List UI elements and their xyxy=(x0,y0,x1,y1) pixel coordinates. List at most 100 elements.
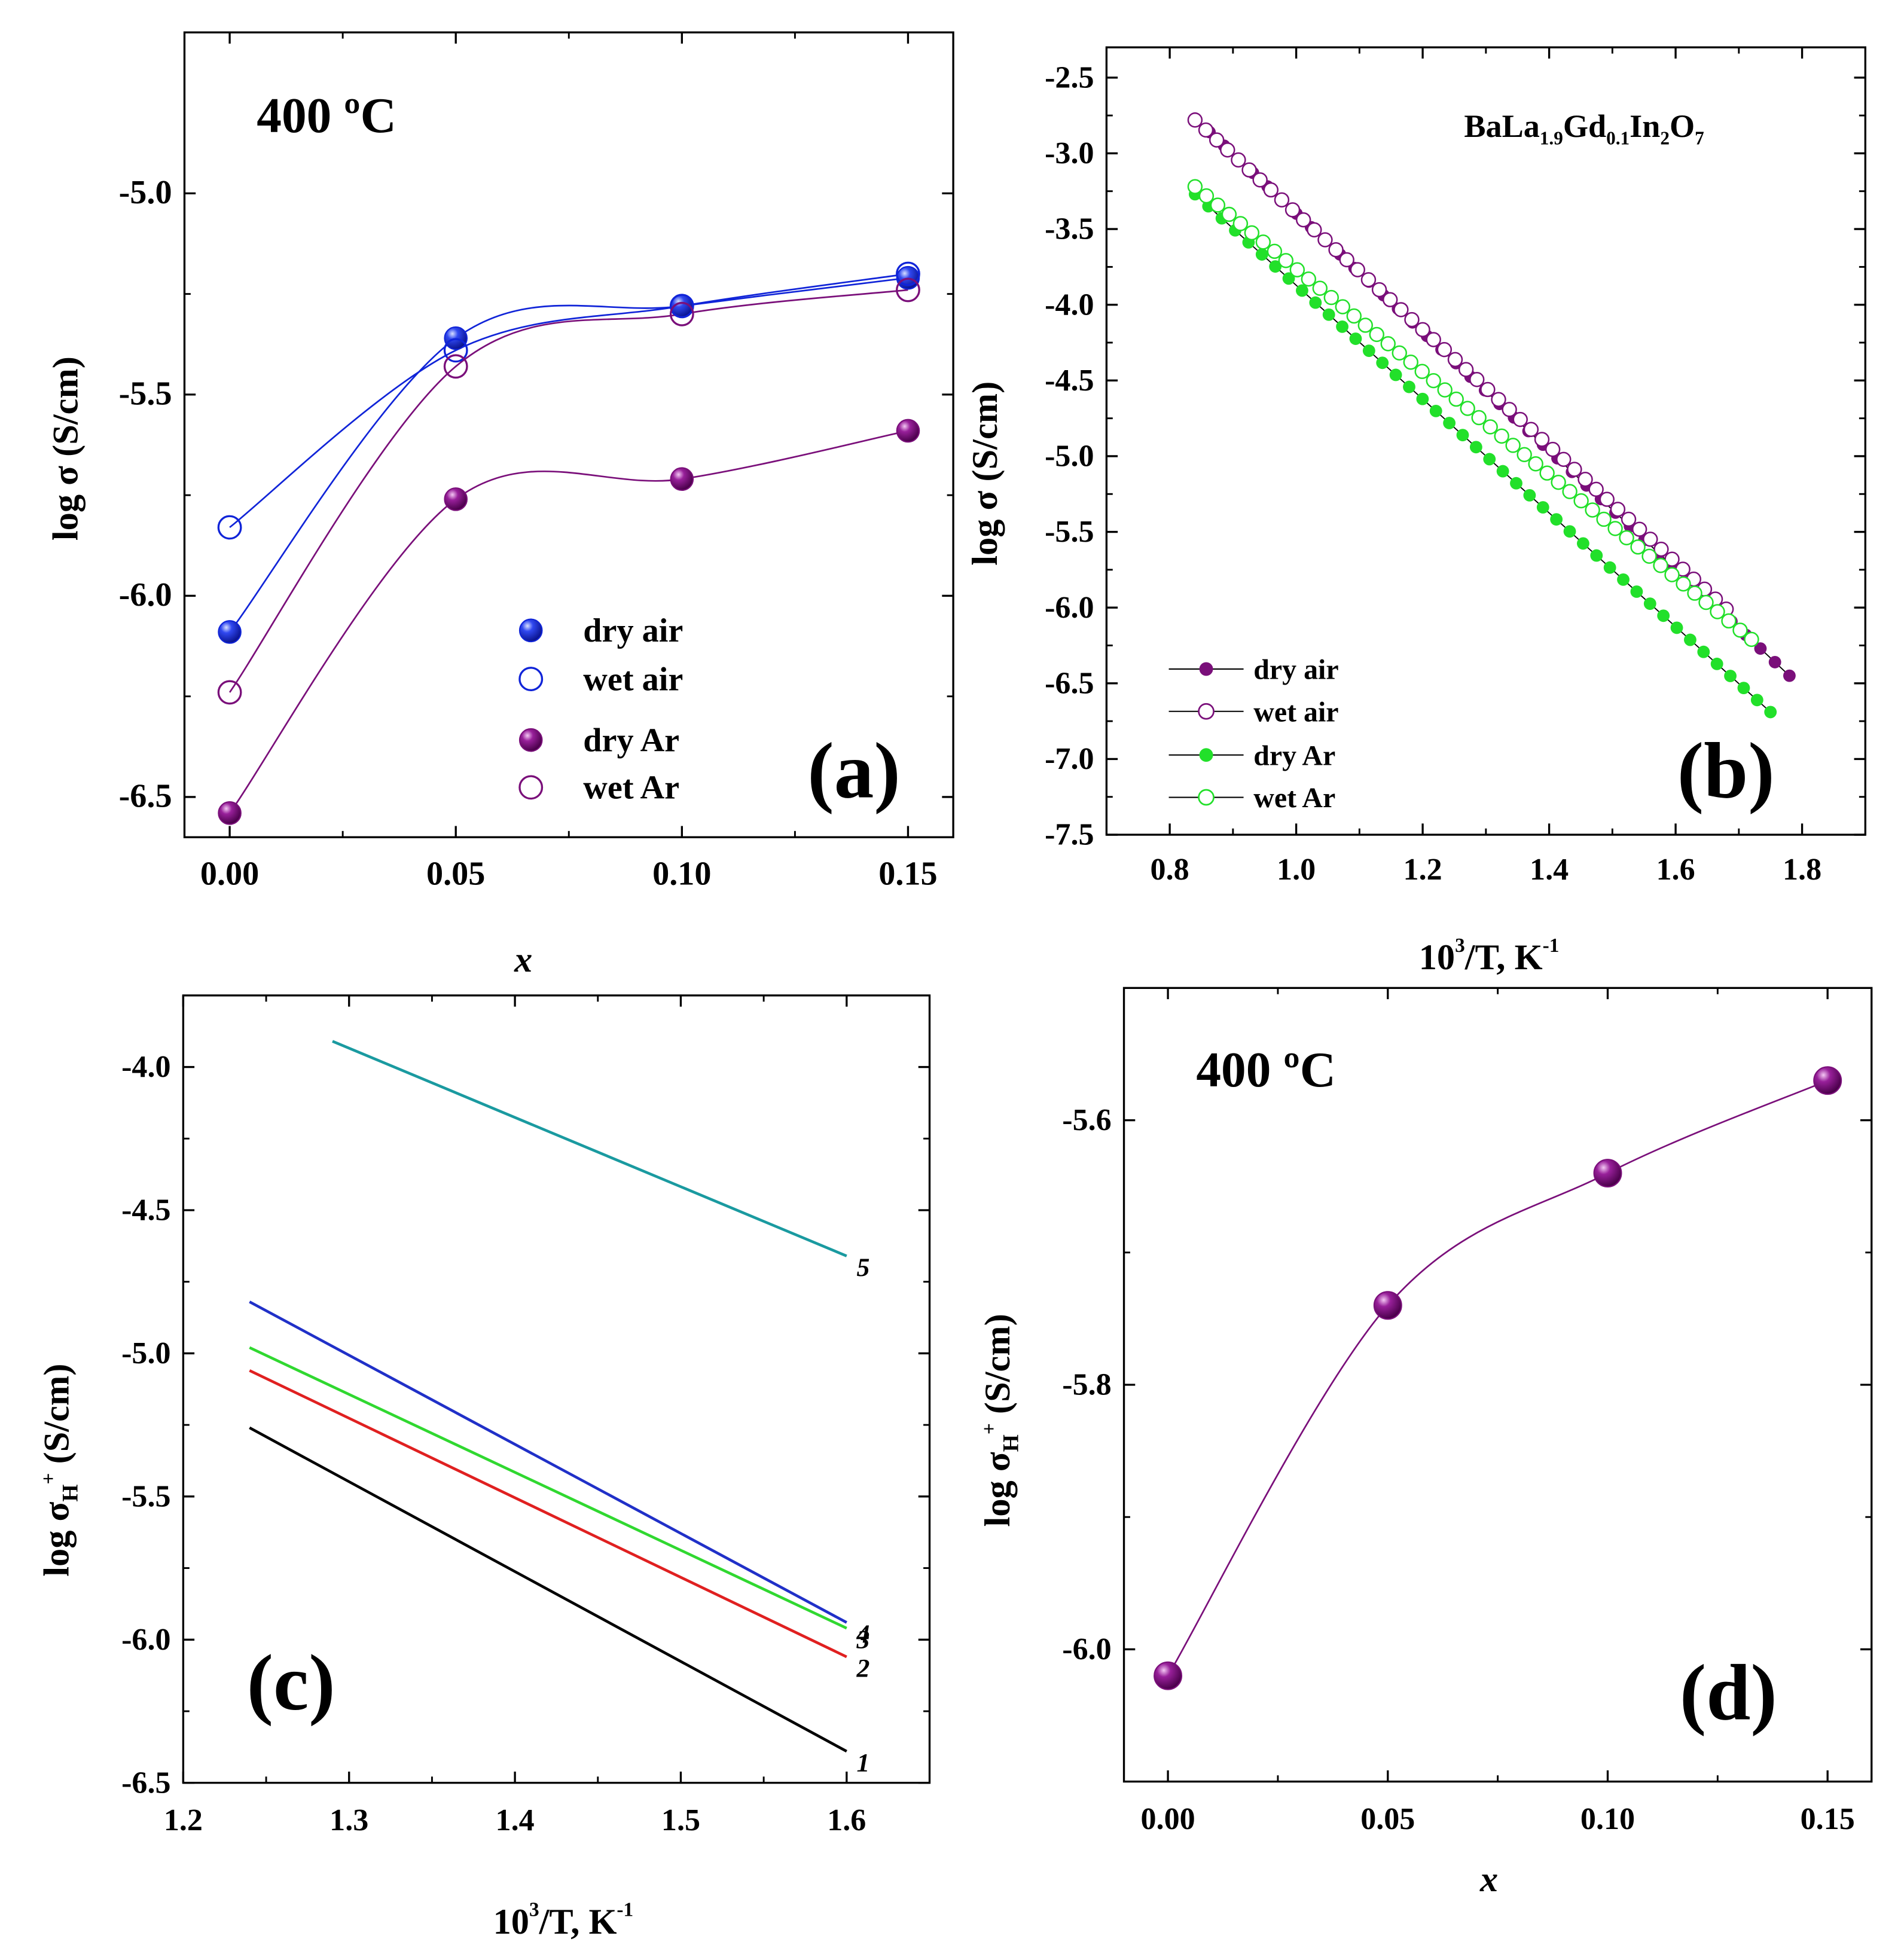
data-point xyxy=(1630,539,1646,555)
data-point xyxy=(1369,326,1384,343)
chart-panel-c: 1.2 1.3 1.4 1.5 1.6 -6.5 -6.0 -5.5 -5.0 -4.5 -4.0 1… xyxy=(37,994,931,1942)
y-tick-label: -6.0 xyxy=(1062,1632,1111,1666)
data-point xyxy=(1312,280,1328,296)
data-point xyxy=(1380,336,1396,352)
formula-part: BaLa xyxy=(1464,108,1539,144)
data-point xyxy=(1323,289,1339,306)
data-point xyxy=(1231,152,1246,168)
data-point xyxy=(1373,1291,1402,1320)
data-point xyxy=(1267,243,1283,259)
data-point xyxy=(1480,381,1496,398)
data-point xyxy=(1244,225,1260,241)
data-point xyxy=(1296,284,1308,297)
data-point xyxy=(1510,477,1522,490)
data-point xyxy=(1523,488,1536,502)
formula-part: In xyxy=(1630,108,1660,144)
y-tick-label: -6.5 xyxy=(1045,666,1094,700)
data-point xyxy=(1429,404,1442,417)
x-axis-label: 103/T, K-1 xyxy=(1419,935,1560,978)
temperature-annotation: 400 ºC xyxy=(257,88,396,143)
y-tick-label: -4.5 xyxy=(1045,364,1094,398)
series-line-2 xyxy=(1194,194,1771,713)
data-point xyxy=(1643,532,1658,547)
x-label-sup: -1 xyxy=(1543,935,1560,957)
data-point xyxy=(444,487,468,511)
data-point xyxy=(1436,341,1453,358)
y-label-part: log σ xyxy=(37,1502,77,1577)
y-tick-label: -5.0 xyxy=(1045,439,1094,474)
data-point xyxy=(1317,232,1333,248)
data-point xyxy=(1721,613,1737,629)
data-point xyxy=(1563,525,1576,538)
y-label-part: (S/cm) xyxy=(37,1364,77,1473)
series-line-4 xyxy=(249,1300,847,1624)
data-point xyxy=(1187,112,1203,128)
y-label-part: log σ xyxy=(978,1452,1018,1526)
series-curve xyxy=(1167,1079,1828,1677)
plot-frame xyxy=(182,994,931,1784)
x-tick-label: 0.10 xyxy=(1580,1802,1635,1836)
data-point xyxy=(1684,633,1696,646)
data-point xyxy=(1469,372,1485,387)
y-label-part: (S/cm) xyxy=(978,1314,1018,1423)
y-tick-label: -6.0 xyxy=(121,1623,170,1657)
y-tick-label: -5.6 xyxy=(1062,1103,1111,1137)
y-tick-label: -6.0 xyxy=(1045,591,1094,625)
y-tick-label: -3.5 xyxy=(1045,212,1094,246)
y-label-sub: H xyxy=(999,1434,1023,1452)
data-point xyxy=(1496,465,1509,478)
data-point xyxy=(1670,621,1683,634)
data-point xyxy=(1448,391,1464,407)
legend-marker xyxy=(1199,748,1213,762)
data-point xyxy=(1376,356,1389,370)
data-point xyxy=(1357,317,1373,333)
data-point xyxy=(1389,368,1402,381)
data-point xyxy=(1676,576,1691,592)
data-point xyxy=(1697,645,1710,658)
data-point xyxy=(1599,491,1615,507)
data-point xyxy=(896,261,920,286)
data-point xyxy=(1336,320,1348,333)
x-label-part: 10 xyxy=(493,1902,529,1942)
legend-marker xyxy=(518,775,544,800)
data-point xyxy=(217,515,242,540)
x-axis-label: 103/T, K-1 xyxy=(493,1899,634,1942)
data-point xyxy=(1274,192,1290,207)
x-tick-label: 0.15 xyxy=(1801,1802,1855,1836)
panel-label: (a) xyxy=(807,726,900,815)
y-label-sup: + xyxy=(978,1423,1000,1434)
chart-panel-d: 0.00 0.05 0.10 0.15 -6.0 -5.8 -5.6 400 ºC (d) x lo… xyxy=(978,987,1873,1900)
x-tick-label: 1.0 xyxy=(1277,853,1316,887)
data-point xyxy=(1255,234,1271,250)
data-point xyxy=(1414,364,1430,379)
x-tick-label: 0.15 xyxy=(878,855,937,892)
legend-label: wet air xyxy=(583,661,683,698)
formula-sub: 2 xyxy=(1660,128,1670,149)
x-tick-label: 0.05 xyxy=(426,855,485,892)
legend-label: wet Ar xyxy=(583,770,679,807)
legend-label: wet Ar xyxy=(1253,782,1335,814)
data-point xyxy=(1603,561,1616,574)
data-point xyxy=(1551,474,1566,490)
formula-part: O xyxy=(1670,108,1695,144)
data-point xyxy=(1301,271,1317,287)
y-tick-label: -5.5 xyxy=(119,375,172,413)
y-tick-label: -4.0 xyxy=(121,1050,170,1084)
x-label-sup: 3 xyxy=(529,1899,539,1921)
data-point xyxy=(1278,253,1294,268)
data-point xyxy=(1528,456,1543,472)
y-tick-label: -7.5 xyxy=(1045,818,1094,852)
y-tick-label: -4.5 xyxy=(121,1193,170,1228)
data-point xyxy=(1494,428,1509,444)
data-point xyxy=(1335,299,1351,315)
data-point xyxy=(1416,392,1429,405)
data-point xyxy=(1764,706,1777,719)
data-point xyxy=(1360,272,1377,288)
data-point xyxy=(1698,594,1714,610)
data-point xyxy=(1458,362,1474,377)
data-point xyxy=(1643,597,1656,610)
data-point xyxy=(1469,441,1482,454)
data-point xyxy=(1415,322,1430,338)
y-tick-label: -6.5 xyxy=(121,1766,170,1800)
